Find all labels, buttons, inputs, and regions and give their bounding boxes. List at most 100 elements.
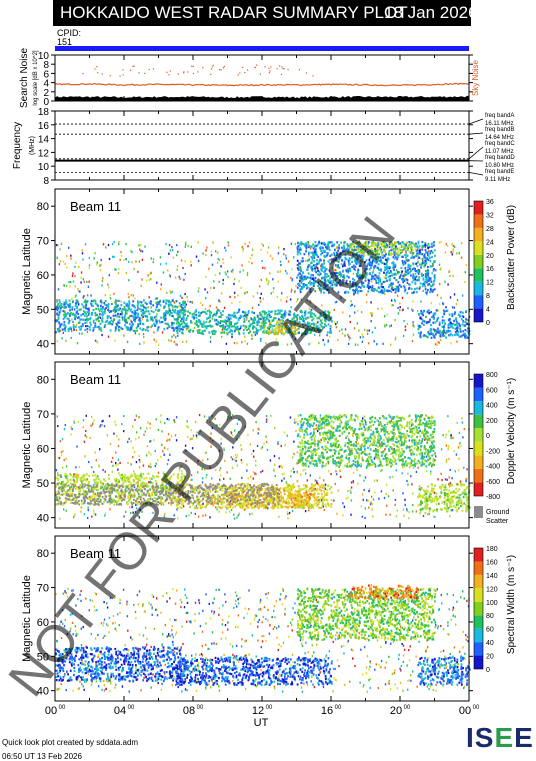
data-cell xyxy=(215,468,217,472)
data-cell xyxy=(277,333,279,336)
data-cell xyxy=(401,296,404,299)
data-cell xyxy=(84,307,87,310)
data-cell xyxy=(393,287,396,291)
data-cell xyxy=(210,287,212,290)
data-cell xyxy=(117,272,120,275)
data-cell xyxy=(335,323,337,326)
data-cell xyxy=(286,331,289,334)
data-cell xyxy=(94,513,97,516)
data-cell xyxy=(292,327,295,330)
data-cell xyxy=(369,312,372,315)
data-cell xyxy=(186,300,189,303)
data-cell xyxy=(234,453,237,457)
data-cell xyxy=(61,438,64,441)
data-cell xyxy=(220,442,222,445)
data-cell xyxy=(317,328,319,331)
data-cell xyxy=(258,303,260,306)
data-cell xyxy=(332,272,335,275)
data-cell xyxy=(211,426,214,430)
data-cell xyxy=(328,331,331,334)
data-cell xyxy=(99,448,101,451)
data-cell xyxy=(409,264,412,267)
data-cell xyxy=(221,331,224,334)
data-cell xyxy=(336,512,338,515)
data-cell xyxy=(293,452,295,455)
data-cell xyxy=(186,425,188,428)
data-cell xyxy=(133,309,136,312)
data-cell xyxy=(265,420,268,423)
data-cell xyxy=(298,248,301,251)
data-cell xyxy=(185,325,188,328)
data-cell xyxy=(341,259,343,262)
data-cell xyxy=(155,462,157,465)
data-cell xyxy=(286,296,289,299)
data-cell xyxy=(167,303,170,306)
data-cell xyxy=(371,250,374,253)
data-cell xyxy=(415,470,418,473)
data-cell xyxy=(379,280,382,283)
data-cell xyxy=(98,478,100,481)
data-cell xyxy=(231,434,234,437)
freq-band-value: 9.11 MHz xyxy=(485,177,510,183)
data-cell xyxy=(126,302,129,305)
data-cell xyxy=(63,324,65,327)
data-cell xyxy=(297,423,299,426)
data-cell xyxy=(404,262,407,265)
data-cell xyxy=(376,479,378,482)
data-cell xyxy=(392,266,395,269)
data-cell xyxy=(383,289,386,292)
data-cell xyxy=(278,318,280,321)
data-cell xyxy=(244,425,247,428)
data-cell xyxy=(115,327,117,330)
data-cell xyxy=(451,334,454,337)
data-cell xyxy=(108,286,110,289)
data-cell xyxy=(61,328,64,331)
data-cell xyxy=(417,242,420,245)
data-cell xyxy=(213,318,216,321)
data-cell xyxy=(425,270,427,273)
data-cell xyxy=(358,250,360,254)
data-cell xyxy=(377,243,380,247)
data-cell xyxy=(342,265,344,268)
data-cell xyxy=(398,284,401,287)
data-cell xyxy=(314,267,316,270)
data-cell xyxy=(222,278,224,282)
data-cell xyxy=(90,323,92,326)
data-cell xyxy=(306,276,309,279)
data-cell xyxy=(130,321,133,324)
data-cell xyxy=(385,483,388,486)
data-cell xyxy=(241,264,243,267)
data-cell xyxy=(408,271,411,274)
data-cell xyxy=(293,313,295,316)
data-cell xyxy=(378,279,380,282)
data-cell xyxy=(444,436,447,439)
data-cell xyxy=(155,322,158,325)
data-cell xyxy=(377,430,379,433)
data-cell xyxy=(316,326,318,329)
data-cell xyxy=(165,484,167,487)
data-cell xyxy=(279,270,282,273)
data-cell xyxy=(149,440,151,443)
data-cell xyxy=(93,470,95,473)
data-cell xyxy=(123,334,125,337)
data-cell xyxy=(324,323,326,326)
data-cell xyxy=(370,501,372,504)
data-cell xyxy=(92,319,95,322)
data-cell xyxy=(399,242,402,245)
data-cell xyxy=(445,306,447,309)
data-cell xyxy=(100,263,102,266)
data-cell xyxy=(280,444,282,448)
data-cell xyxy=(384,315,386,318)
data-cell xyxy=(234,327,237,330)
data-cell xyxy=(79,318,81,321)
data-cell xyxy=(283,323,286,326)
data-cell xyxy=(239,314,242,317)
data-cell xyxy=(303,285,305,288)
data-cell xyxy=(335,259,338,262)
data-cell xyxy=(300,260,303,263)
data-cell xyxy=(296,247,299,250)
data-cell xyxy=(377,245,380,248)
data-cell xyxy=(314,487,316,491)
data-cell xyxy=(302,285,304,288)
data-cell xyxy=(380,490,383,493)
